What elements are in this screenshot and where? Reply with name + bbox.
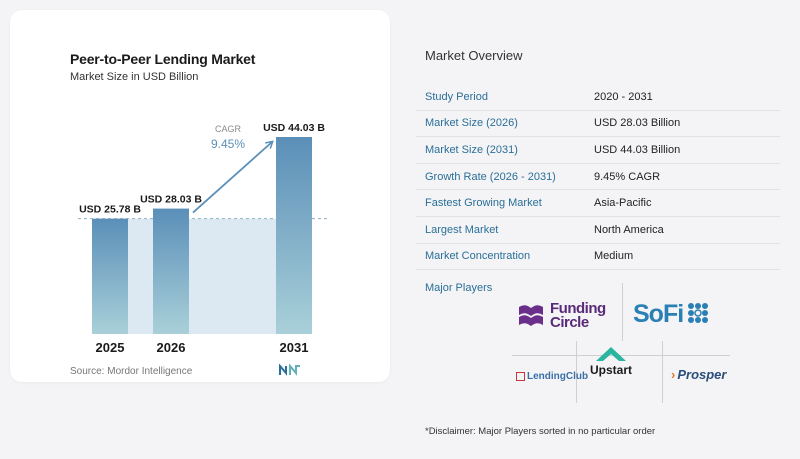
bar-2026 <box>153 208 189 334</box>
row-key: Market Size (2026) <box>425 117 518 130</box>
overview-row: Largest Market North America <box>416 217 780 244</box>
lendingclub-name: LendingClub <box>527 371 589 382</box>
row-value: North America <box>594 223 664 236</box>
sofi-dots-icon <box>688 302 709 323</box>
funding-circle-name: Circle <box>550 314 589 331</box>
lendingclub-icon <box>516 372 525 381</box>
overview-row: Market Concentration Medium <box>416 244 780 271</box>
cagr-label: CAGR <box>215 124 242 134</box>
players-title: Major Players <box>425 282 493 294</box>
funding-circle-name: Funding <box>550 300 606 317</box>
reference-band <box>92 218 312 334</box>
logo-divider <box>662 341 663 403</box>
logo-divider <box>576 341 577 403</box>
overview-row: Market Size (2031) USD 44.03 Billion <box>416 137 780 164</box>
funding-circle-icon <box>519 305 543 326</box>
row-key: Growth Rate (2026 - 2031) <box>425 170 556 183</box>
funding-circle-logo: Funding Circle <box>517 301 606 331</box>
upstart-name: Upstart <box>590 363 633 377</box>
row-key: Market Concentration <box>425 250 531 263</box>
row-value: 9.45% CAGR <box>594 170 661 183</box>
source-text: Source: Mordor Intelligence <box>70 366 193 377</box>
overview-row: Growth Rate (2026 - 2031) 9.45% CAGR <box>416 164 780 191</box>
row-value: 2020 - 2031 <box>594 90 653 103</box>
row-value: Asia-Pacific <box>594 197 652 210</box>
row-value: Medium <box>594 250 634 263</box>
chart-title: Peer-to-Peer Lending Market <box>70 51 256 67</box>
mordor-logo-icon <box>279 364 300 376</box>
players-logos: Funding Circle SoFi LendingClub Upstart … <box>500 283 740 403</box>
prosper-name: Prosper <box>677 367 727 382</box>
upstart-logo: Upstart <box>590 345 632 377</box>
sofi-name: SoFi <box>633 300 684 328</box>
row-value: USD 44.03 Billion <box>594 143 681 156</box>
row-key: Study Period <box>425 90 488 103</box>
bar-2031 <box>276 137 312 334</box>
lendingclub-logo: LendingClub <box>516 371 588 382</box>
x-tick-label: 2031 <box>280 340 309 355</box>
logo-divider <box>622 283 623 341</box>
cagr-value: 9.45% <box>211 137 245 151</box>
row-value: USD 28.03 Billion <box>594 117 681 130</box>
bar-2025 <box>92 218 128 334</box>
data-label: USD 44.03 B <box>263 122 325 134</box>
overview-row: Study Period 2020 - 2031 <box>416 84 780 111</box>
x-tick-label: 2026 <box>157 340 186 355</box>
sofi-logo: SoFi <box>633 300 709 329</box>
bar-chart: USD 25.78 B 2025 USD 28.03 B 2026 USD 44.03 … <box>78 122 330 355</box>
prosper-icon: › <box>671 367 676 382</box>
logo-divider <box>512 355 730 356</box>
row-key: Largest Market <box>425 223 499 236</box>
upstart-icon <box>596 347 626 361</box>
disclaimer: *Disclaimer: Major Players sorted in no … <box>425 426 656 437</box>
cagr-arrow <box>192 142 272 214</box>
data-label: USD 25.78 B <box>79 204 141 216</box>
row-key: Fastest Growing Market <box>425 197 542 210</box>
x-tick-label: 2025 <box>96 340 125 355</box>
overview-row: Fastest Growing Market Asia-Pacific <box>416 190 780 217</box>
overview-title: Market Overview <box>425 48 523 63</box>
prosper-logo: › Prosper <box>671 367 726 382</box>
overview-table: Study Period 2020 - 2031 Market Size (202… <box>416 84 780 271</box>
overview-row: Market Size (2026) USD 28.03 Billion <box>416 111 780 138</box>
data-label: USD 28.03 B <box>140 194 202 206</box>
chart-subtitle: Market Size in USD Billion <box>70 71 199 83</box>
row-key: Market Size (2031) <box>425 143 518 156</box>
